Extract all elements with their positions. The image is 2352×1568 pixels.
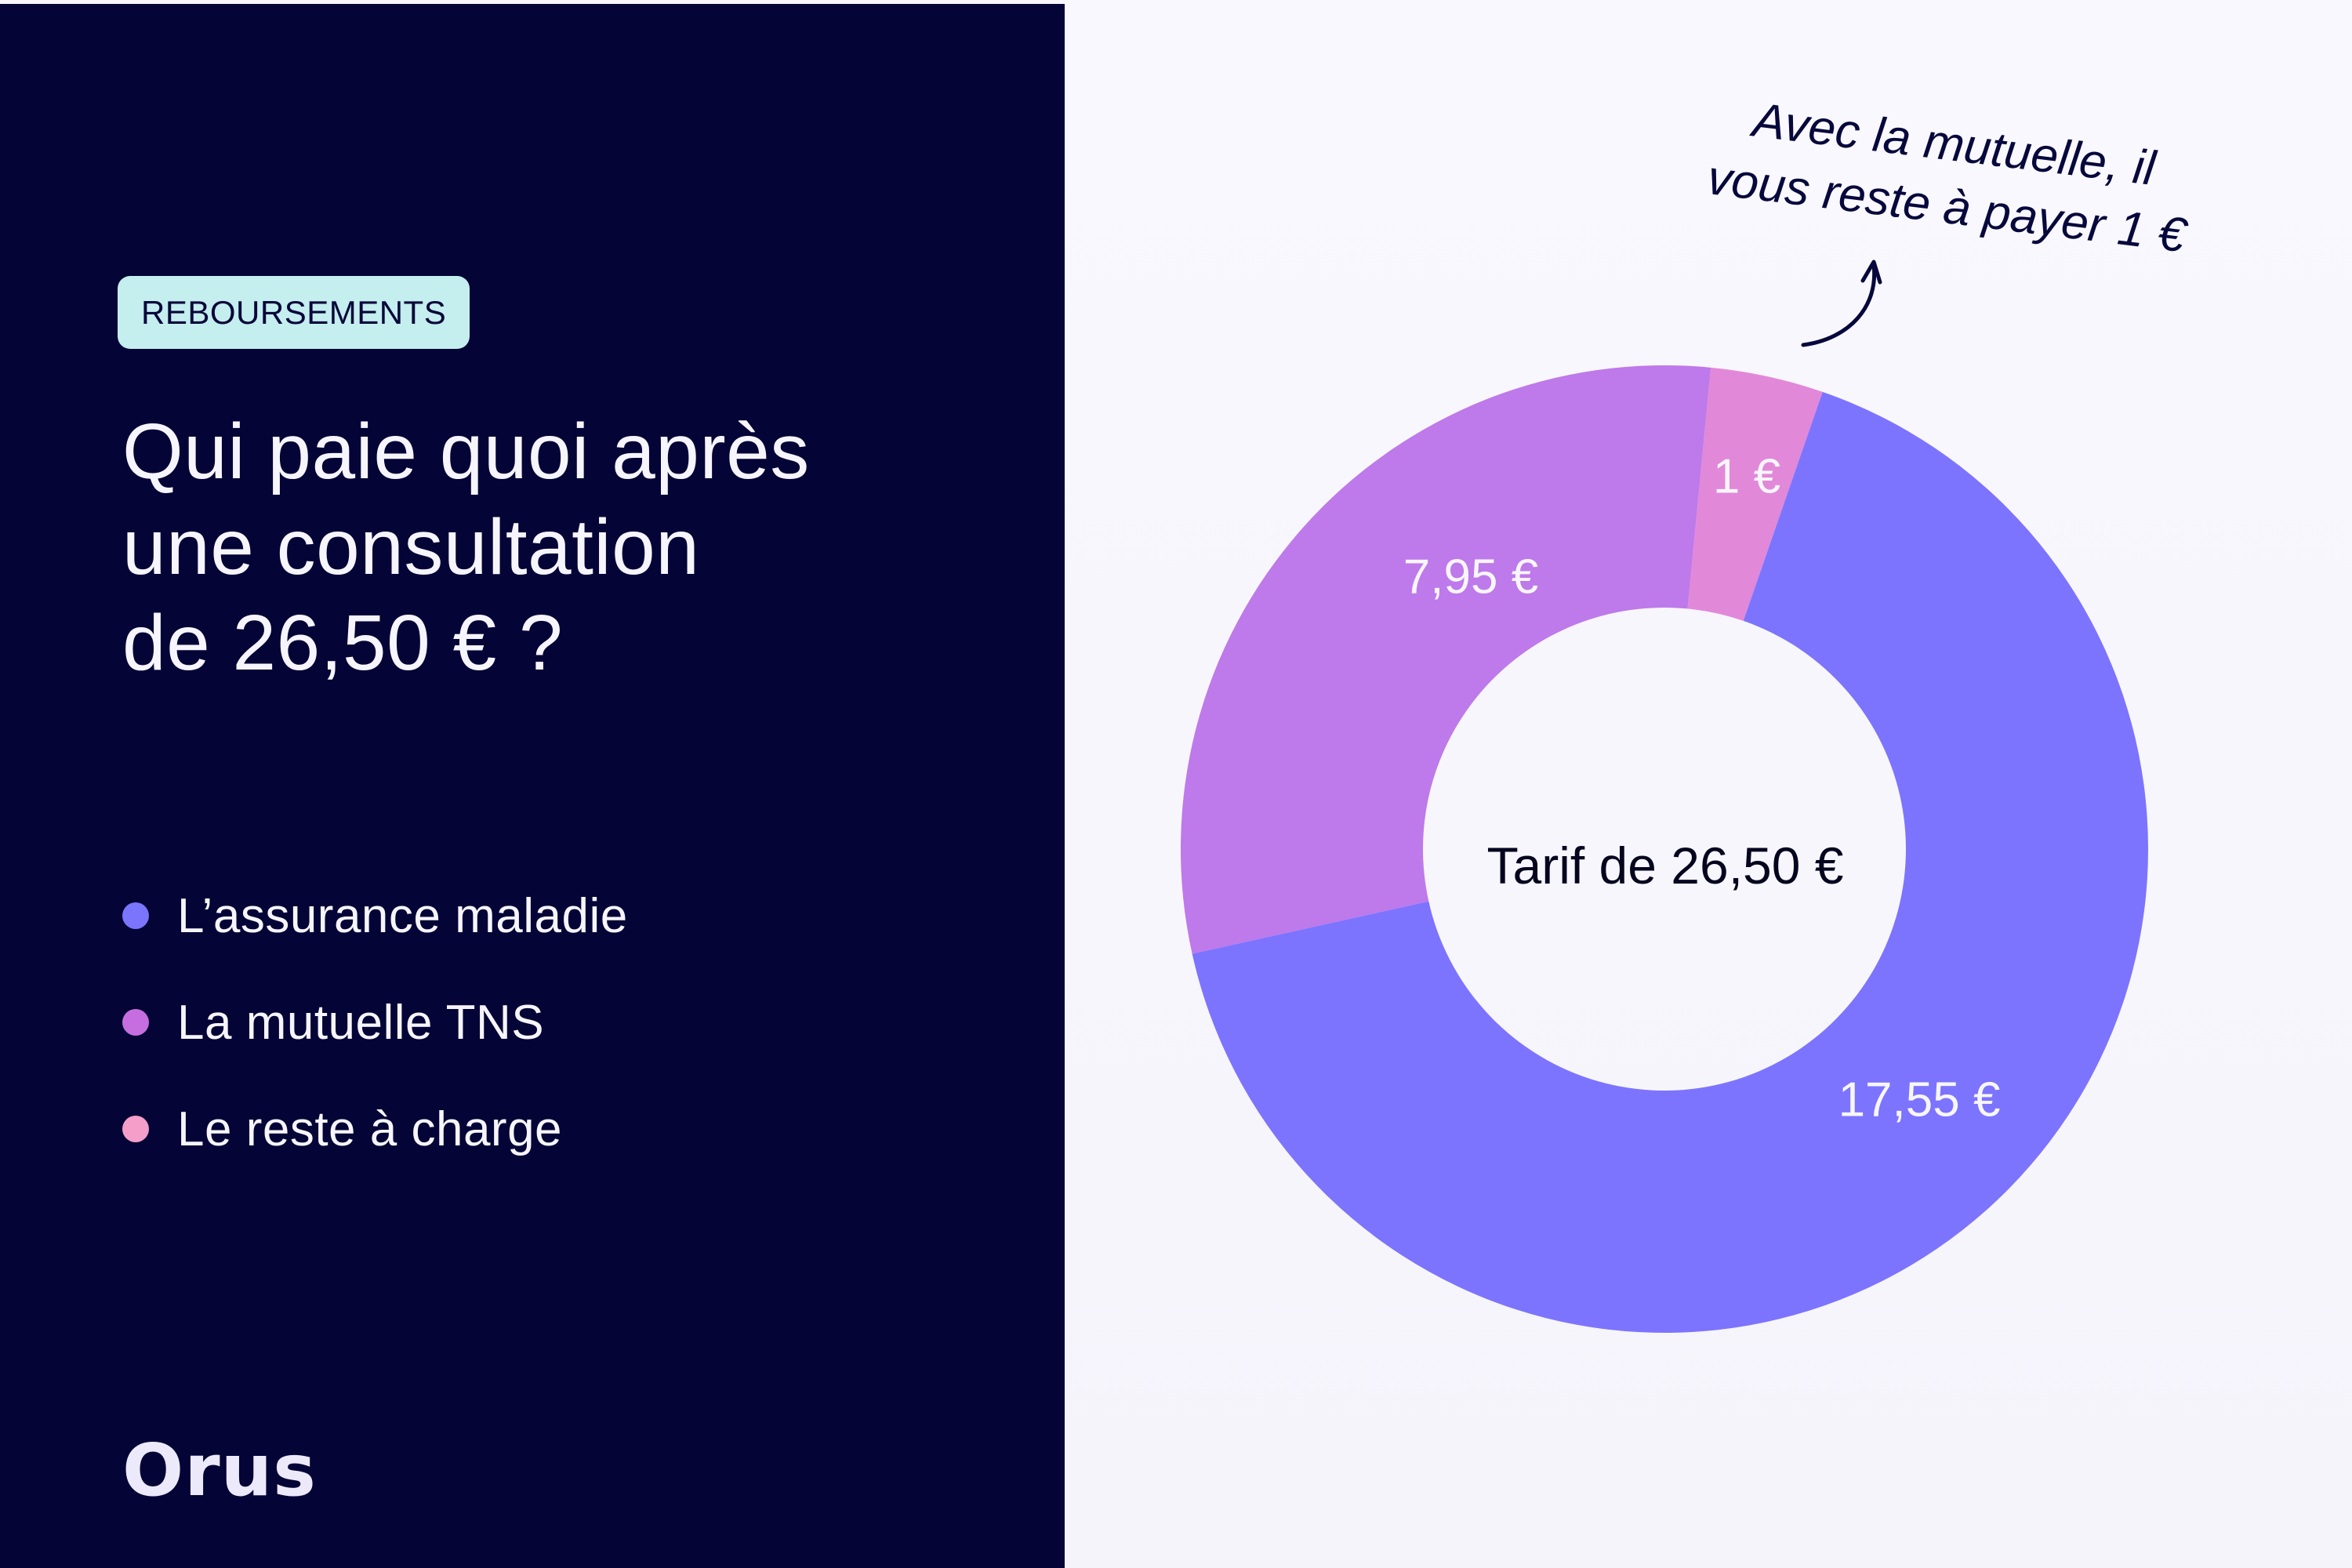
- page-title: Qui paie quoi après une consultation de …: [122, 404, 1024, 691]
- title-line-1: Qui paie quoi après: [122, 408, 810, 495]
- annotation-arrow-icon: [1801, 263, 1877, 347]
- legend-item-reste-a-charge: Le reste à charge: [122, 1091, 628, 1167]
- slice-label-assurance-maladie: 17,55 €: [1838, 1073, 2001, 1127]
- legend-label: L’assurance maladie: [177, 888, 628, 943]
- slice-label-mutuelle: 7,95 €: [1403, 550, 1539, 604]
- slice-reste-a-charge: [1687, 367, 1823, 621]
- legend-item-mutuelle: La mutuelle TNS: [122, 985, 628, 1060]
- donut-slices: [1181, 365, 2148, 1334]
- legend-label: Le reste à charge: [177, 1102, 563, 1156]
- title-line-2: une consultation: [122, 503, 700, 591]
- annotation-arrowhead-icon: [1860, 260, 1882, 285]
- left-panel: [0, 4, 1065, 1568]
- legend-dot-icon: [122, 902, 149, 929]
- slice-assurance-maladie: [1192, 391, 2148, 1334]
- donut-center-label: Tarif de 26,50 €: [1486, 837, 1844, 895]
- slice-mutuelle: [1181, 365, 1711, 954]
- legend-dot-icon: [122, 1116, 149, 1142]
- legend-dot-icon: [122, 1009, 149, 1036]
- legend-item-assurance-maladie: L’assurance maladie: [122, 878, 628, 953]
- legend-label: La mutuelle TNS: [177, 995, 545, 1050]
- category-badge: REBOURSEMENTS: [118, 276, 470, 349]
- slice-label-reste-a-charge: 1 €: [1712, 449, 1781, 504]
- title-line-3: de 26,50 € ?: [122, 599, 564, 687]
- badge-label: REBOURSEMENTS: [141, 293, 447, 331]
- orus-logo: Orus: [122, 1428, 317, 1512]
- chart-legend: L’assurance maladie La mutuelle TNS Le r…: [122, 878, 628, 1198]
